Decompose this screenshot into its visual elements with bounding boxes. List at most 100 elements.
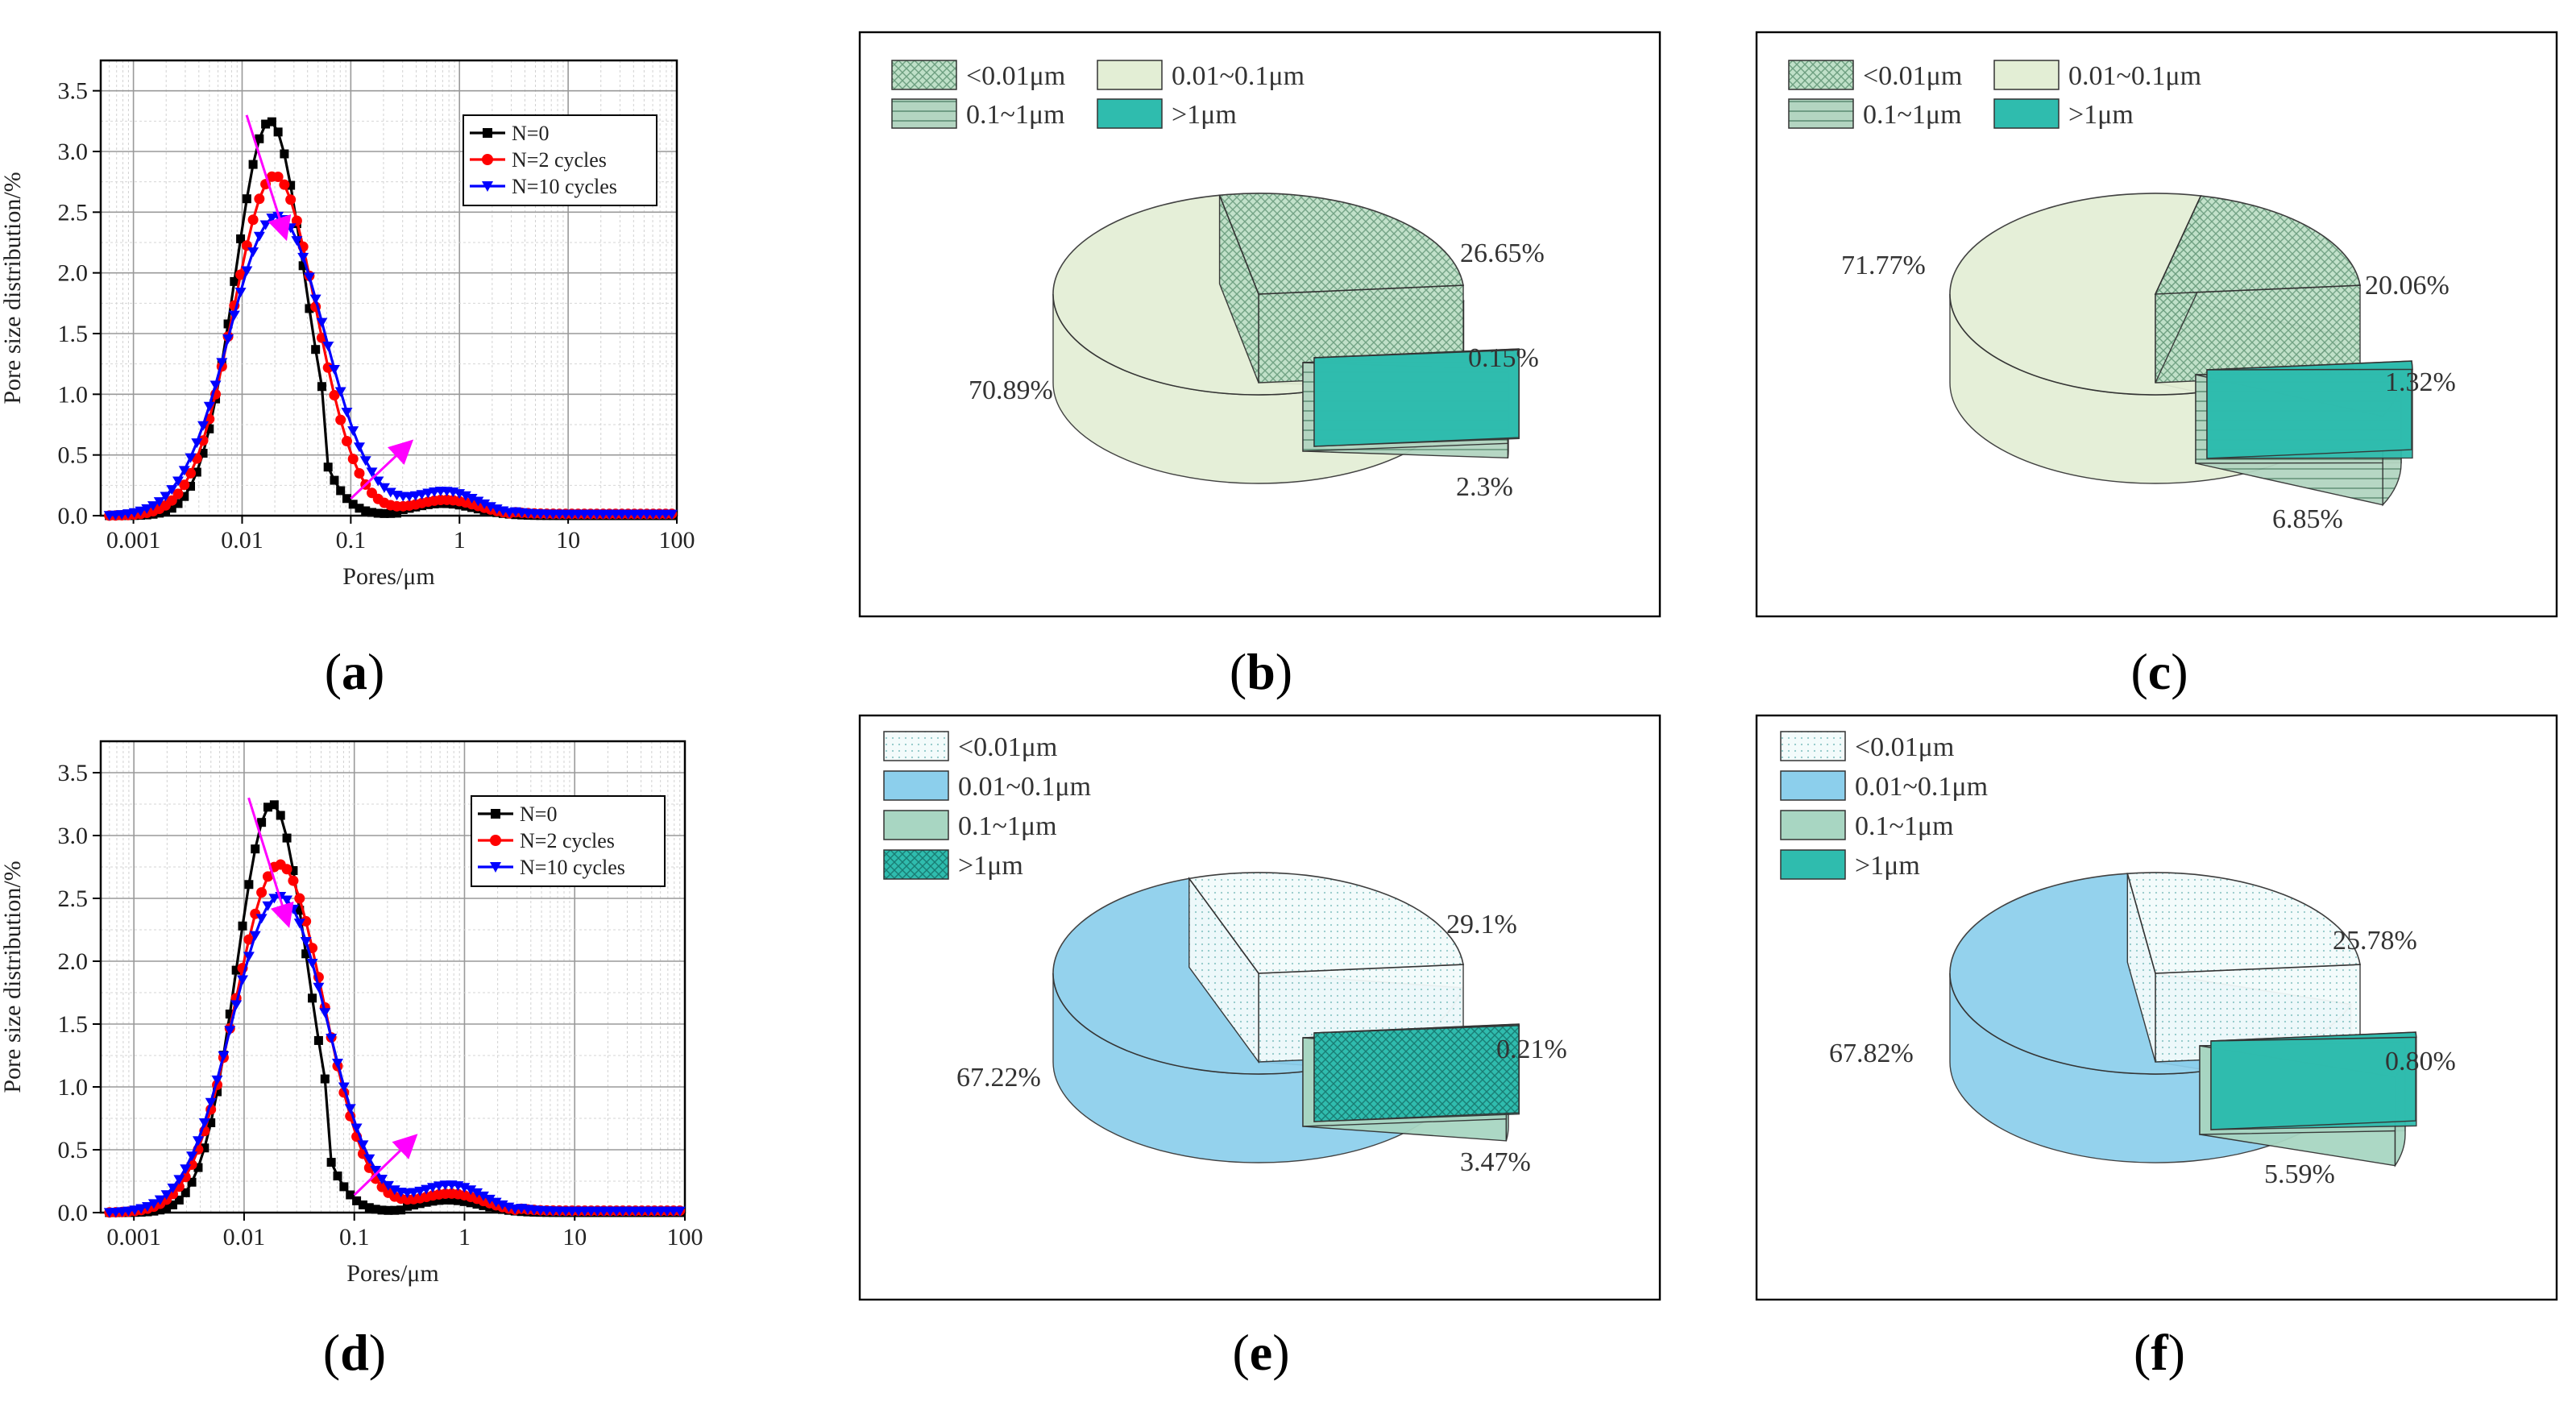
data-point: [363, 1154, 375, 1164]
data-point: [483, 1194, 496, 1205]
data-point: [477, 1191, 489, 1201]
data-point: [295, 906, 305, 915]
data-point: [141, 504, 153, 514]
data-point: [156, 1205, 165, 1215]
data-point: [291, 236, 303, 247]
legend-label: N=2 cycles: [512, 148, 607, 172]
legend-marker: [490, 835, 501, 846]
data-point: [213, 1087, 222, 1097]
data-point: [415, 1199, 425, 1209]
data-point: [256, 887, 268, 898]
data-point: [303, 272, 315, 283]
data-point: [305, 304, 314, 313]
y-tick-label: 3.5: [58, 760, 89, 786]
data-point: [186, 482, 196, 491]
data-point: [403, 1201, 413, 1211]
value-label: 2.3%: [1456, 472, 1513, 502]
data-point: [347, 426, 359, 437]
data-point: [243, 934, 255, 945]
data-point: [255, 914, 268, 924]
data-point: [288, 875, 299, 886]
data-point: [479, 499, 491, 509]
data-point: [247, 214, 259, 226]
data-point: [323, 462, 333, 472]
value-label: 67.22%: [956, 1063, 1041, 1093]
data-point: [320, 1074, 330, 1084]
data-point: [291, 215, 302, 226]
data-point: [216, 358, 228, 368]
data-point: [168, 1200, 177, 1209]
data-point: [382, 1180, 394, 1191]
data-point: [300, 937, 312, 948]
data-point: [173, 1175, 185, 1185]
data-point: [352, 1196, 362, 1205]
data-point: [180, 1164, 192, 1175]
data-point: [328, 364, 340, 375]
data-point: [273, 127, 283, 137]
data-point: [326, 1158, 336, 1167]
data-point: [180, 491, 189, 501]
data-point: [281, 895, 293, 906]
data-point: [267, 117, 276, 126]
legend-swatch: [891, 98, 957, 129]
data-point: [331, 1059, 343, 1069]
legend-swatch: [883, 849, 949, 880]
legend-swatch: [883, 731, 949, 761]
data-point: [282, 833, 292, 843]
data-point: [361, 506, 371, 516]
legend-label: 0.1~1μm: [1855, 811, 1954, 841]
data-point: [234, 288, 247, 298]
data-point: [298, 261, 308, 271]
value-label: 3.47%: [1460, 1147, 1531, 1177]
legend-label: >1μm: [1855, 851, 1920, 881]
data-point: [348, 500, 358, 509]
data-point: [377, 1205, 387, 1215]
data-point: [268, 894, 280, 904]
data-point: [434, 1196, 444, 1205]
data-point: [373, 508, 383, 518]
legend-swatch: [891, 60, 957, 90]
data-point: [326, 1033, 338, 1043]
legend-swatch: [1993, 60, 2060, 90]
data-point: [263, 802, 272, 812]
data-point: [335, 414, 346, 425]
pie-chart-e: <0.01μm 0.01~0.1μm 0.1~1μm >1μm 29.1% 67.22% 3…: [858, 714, 1661, 1301]
data-point: [200, 1143, 209, 1153]
trend-arrow: [353, 1134, 418, 1196]
line-chart-d: 0.001 0.01 0.1 1 10 100 0.0 0.5 1.0 1.5 2.0 2.5 3.0 3…: [0, 740, 703, 1287]
data-point: [249, 931, 261, 941]
data-point: [179, 479, 190, 491]
x-tick-label: 0.001: [106, 1224, 161, 1250]
pie-chart-f: <0.01μm 0.01~0.1μm 0.1~1μm >1μm 25.78% 67.82%…: [1755, 714, 2558, 1301]
data-point: [276, 811, 285, 820]
data-point: [367, 508, 376, 517]
data-point: [357, 1140, 369, 1151]
value-label: 5.59%: [2264, 1159, 2335, 1189]
value-label: 1.32%: [2385, 367, 2456, 397]
data-point: [294, 893, 305, 904]
legend-label: N=0: [512, 122, 549, 145]
data-point: [371, 1205, 380, 1214]
data-point: [186, 1151, 198, 1162]
x-tick-label: 10: [556, 527, 580, 554]
data-point: [313, 982, 325, 993]
data-point: [280, 149, 289, 159]
data-point: [135, 1204, 147, 1214]
data-point: [269, 800, 279, 810]
data-point: [458, 1183, 471, 1193]
data-point: [329, 390, 340, 401]
data-point: [172, 476, 185, 487]
data-point: [396, 1205, 406, 1215]
data-point: [306, 958, 318, 968]
legend-swatch: [1788, 98, 1854, 129]
data-point: [135, 506, 147, 516]
data-point: [421, 1197, 431, 1207]
data-point: [333, 1172, 342, 1181]
data-point: [173, 499, 183, 508]
data-point: [166, 495, 177, 506]
pie-slice: [2126, 872, 2361, 974]
data-point: [285, 194, 297, 205]
data-point: [384, 487, 396, 498]
data-point: [359, 456, 371, 467]
